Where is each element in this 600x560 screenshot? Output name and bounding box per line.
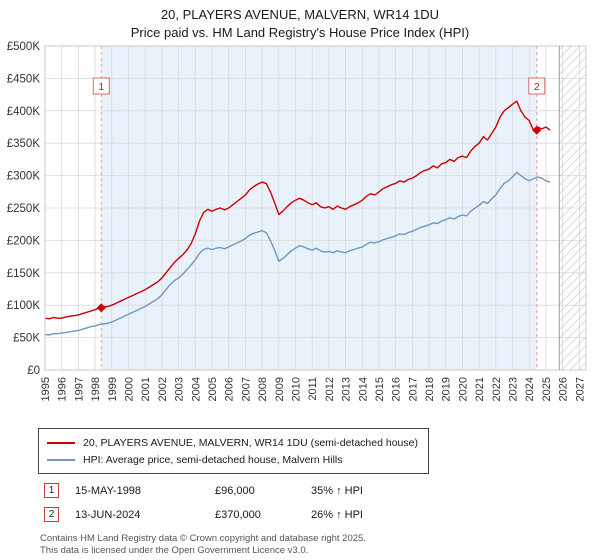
x-tick-label: 2012: [324, 377, 336, 401]
series-layer: [44, 100, 551, 336]
sale-number: 1: [98, 81, 104, 93]
sale-number-box: [92, 77, 110, 95]
y-tick-label: £300K: [7, 171, 41, 183]
transaction-price: £370,000: [215, 508, 261, 521]
x-tick-label: 2008: [257, 377, 269, 401]
x-tick-label: 2016: [391, 377, 403, 401]
x-tick-label: 2005: [207, 377, 219, 401]
x-tick-label: 2004: [190, 377, 202, 401]
x-tick-label: 2022: [491, 377, 503, 401]
legend: 20, PLAYERS AVENUE, MALVERN, WR14 1DU (s…: [38, 428, 429, 474]
x-tick-label: 2007: [240, 377, 252, 401]
transaction-date: 13-JUN-2024: [75, 508, 141, 521]
legend-item-hpi: HPI: Average price, semi-detached house,…: [47, 451, 418, 468]
x-tick-label: 2006: [224, 377, 236, 401]
license-footer: Contains HM Land Registry data © Crown c…: [40, 533, 600, 558]
x-tick-label: 2025: [541, 377, 553, 401]
y-tick-label: £450K: [7, 73, 41, 85]
red-line-swatch: [47, 441, 75, 444]
y-tick-label: £350K: [7, 138, 41, 150]
chart-header: 20, PLAYERS AVENUE, MALVERN, WR14 1DU Pr…: [0, 0, 600, 40]
legend-label-hpi: HPI: Average price, semi-detached house,…: [83, 453, 343, 466]
legend-item-price-paid: 20, PLAYERS AVENUE, MALVERN, WR14 1DU (s…: [47, 434, 418, 451]
x-tick-label: 2001: [140, 377, 152, 401]
x-tick-label: 2019: [441, 377, 453, 401]
blue-line-swatch: [47, 458, 75, 461]
y-tick-label: £50K: [13, 333, 40, 345]
transaction-number-badge: 2: [44, 507, 59, 522]
x-tick-label: 2000: [123, 377, 135, 401]
future-hatch-region: [559, 46, 586, 370]
x-tick-label: 1999: [107, 377, 119, 401]
x-tick-label: 2015: [374, 377, 386, 401]
transaction-row: 2 13-JUN-2024 £370,000 26% ↑ HPI: [44, 507, 600, 522]
x-tick-label: 1995: [40, 377, 52, 401]
sale-number-box: [528, 77, 546, 95]
transaction-hpi-delta: 35% ↑ HPI: [311, 484, 363, 497]
sale-number: 2: [534, 81, 540, 93]
transaction-hpi-delta: 26% ↑ HPI: [311, 508, 363, 521]
footer-line-1: Contains HM Land Registry data © Crown c…: [40, 533, 366, 544]
price-paid-line: [44, 100, 551, 320]
legend-label-price-paid: 20, PLAYERS AVENUE, MALVERN, WR14 1DU (s…: [83, 436, 418, 449]
future-hatch-layer: [558, 46, 586, 370]
transaction-date: 15-MAY-1998: [75, 484, 142, 497]
x-tick-label: 2026: [558, 377, 570, 401]
y-tick-label: £500K: [7, 41, 41, 53]
x-tick-label: 2017: [407, 377, 419, 401]
axes-layer: [44, 45, 587, 371]
hpi-line: [44, 171, 551, 336]
axis-labels-layer: £0 £50K £100K £150K £200K £250K £300K £350K £400…: [7, 41, 587, 401]
plot-border: [44, 45, 587, 371]
x-tick-label: 1996: [57, 377, 69, 401]
y-tick-label: £250K: [7, 203, 41, 215]
x-tick-label: 2023: [508, 377, 520, 401]
x-tick-label: 2013: [341, 377, 353, 401]
y-tick-label: £150K: [7, 268, 41, 280]
y-tick-label: £0: [27, 365, 40, 377]
x-tick-label: 1997: [73, 377, 85, 401]
x-tick-label: 2021: [474, 377, 486, 401]
x-tick-label: 2009: [274, 377, 286, 401]
y-tick-label: £100K: [7, 300, 41, 312]
sale-marker-diamond: [96, 303, 106, 313]
transaction-number-badge: 1: [44, 483, 59, 498]
page-subtitle: Price paid vs. HM Land Registry's House …: [130, 25, 470, 40]
x-tick-label: 2010: [290, 377, 302, 401]
x-tick-label: 2027: [574, 377, 586, 401]
sale-date-lines-layer: [100, 46, 538, 370]
footer-line-2: This data is licensed under the Open Gov…: [40, 545, 309, 557]
sale-marker-diamond: [532, 125, 542, 135]
y-tick-label: £200K: [7, 235, 41, 247]
x-tick-label: 2002: [157, 377, 169, 401]
x-tick-label: 2011: [307, 377, 319, 401]
x-tick-label: 2003: [174, 377, 186, 401]
x-tick-label: 2018: [424, 377, 436, 401]
x-tick-label: 2014: [357, 377, 369, 401]
x-tick-label: 1998: [90, 377, 102, 401]
transaction-row: 1 15-MAY-1998 £96,000 35% ↑ HPI: [44, 483, 600, 498]
y-tick-label: £400K: [7, 106, 41, 118]
page-title: 20, PLAYERS AVENUE, MALVERN, WR14 1DU: [160, 7, 440, 22]
transaction-price: £96,000: [215, 484, 255, 497]
x-tick-label: 2020: [457, 377, 469, 401]
x-tick-label: 2024: [524, 377, 536, 401]
